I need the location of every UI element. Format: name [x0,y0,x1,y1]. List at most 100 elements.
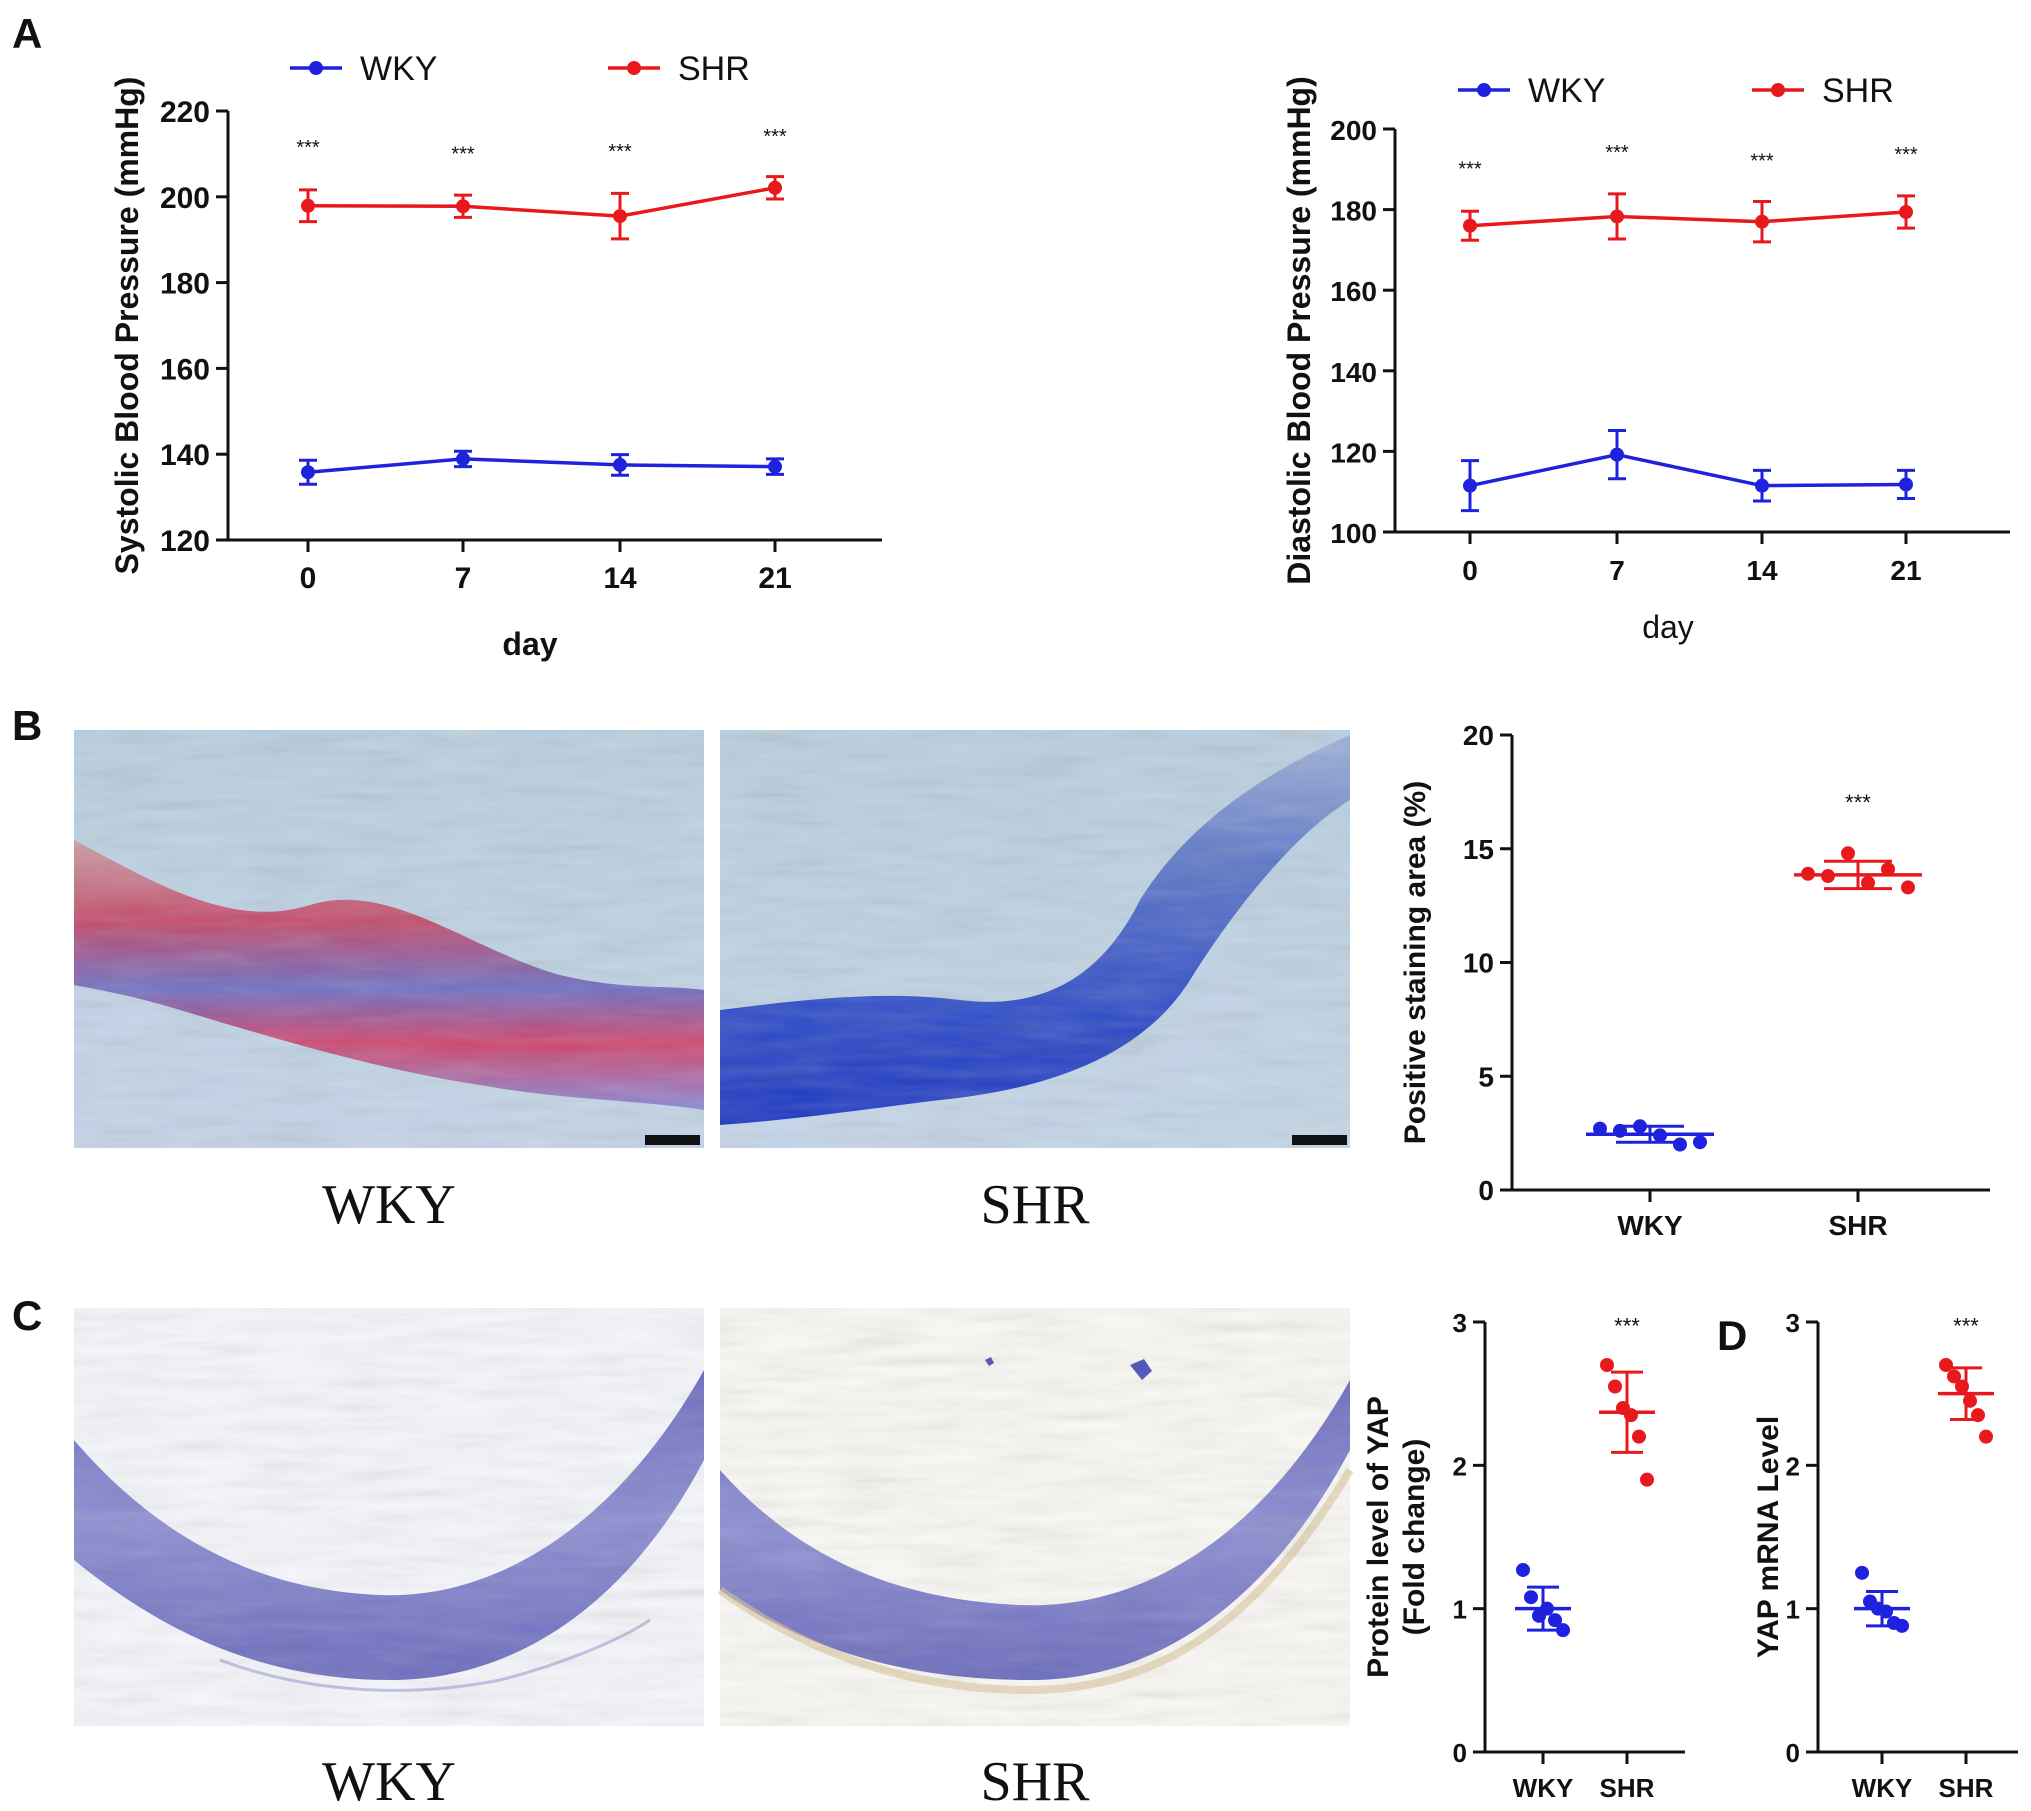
legend-label-wky: WKY [360,50,437,88]
x-tick-label: SHR [1939,1773,1994,1803]
y-tick-label: 3 [1453,1308,1467,1338]
data-point-wky [1653,1128,1667,1143]
data-point-wky [1593,1121,1607,1136]
y-tick-label: 220 [160,96,210,129]
data-point-wky [1610,447,1624,462]
x-tick-label: SHR [1600,1773,1655,1803]
y-tick-label: 180 [160,268,210,301]
data-point-wky [1548,1613,1562,1628]
legend-label-wky: WKY [1528,72,1605,110]
data-point-shr [1610,209,1624,224]
x-tick-label: WKY [1513,1773,1574,1803]
series-line-wky [1469,452,1907,488]
image-label-c-wky: WKY [322,1751,456,1811]
staining-area-chart: 0 5 10 15 20 WKY SHR Positive staining area (%)… [1399,720,1990,1241]
y-tick-label: 140 [1330,357,1377,388]
y-axis-label: Positive staining area (%) [1399,781,1432,1144]
data-point-wky [1693,1135,1707,1150]
data-point-shr [768,180,782,195]
significance-marker: *** [1605,142,1629,164]
x-axis-label: day [502,626,557,662]
image-label-b-shr: SHR [981,1174,1091,1236]
x-tick-label: SHR [1828,1210,1887,1241]
data-point-shr [1955,1379,1969,1394]
legend-marker-shr [1771,83,1785,97]
x-tick-label: 0 [300,562,317,595]
y-tick-label: 180 [1330,196,1377,227]
data-point-shr [1881,862,1895,877]
data-point-wky [768,459,782,474]
y-tick-label: 1 [1786,1595,1800,1625]
y-tick-label: 160 [1330,276,1377,307]
y-axis-label: Protein level of YAP [1362,1396,1395,1678]
y-tick-label: 0 [1786,1738,1800,1768]
image-label-c-shr: SHR [981,1751,1091,1811]
y-tick-label: 15 [1463,834,1494,865]
micrograph-b-wky [74,730,704,1148]
x-tick-label: 14 [603,562,637,595]
data-point-shr [1608,1379,1622,1394]
y-tick-label: 200 [1330,115,1377,146]
legend-marker-wky [1477,83,1491,97]
y-tick-label: 2 [1786,1451,1800,1481]
x-tick-label: 21 [1890,555,1921,586]
data-point-wky [456,451,470,466]
data-point-shr [1821,869,1835,884]
micrograph-c-wky [74,1308,704,1726]
data-point-shr [1624,1408,1638,1423]
data-point-shr [1755,214,1769,229]
data-point-shr [1463,218,1477,233]
y-tick-label: 0 [1478,1175,1494,1206]
significance-marker: *** [296,137,320,159]
micrograph-c-shr [717,1308,1354,1726]
data-point-shr [1861,875,1875,890]
significance-marker: *** [763,126,787,148]
significance-marker: *** [1845,790,1871,815]
panel-label-c: C [12,1292,42,1339]
legend-marker-shr [627,61,641,75]
data-point-shr [1801,866,1815,881]
y-tick-label: 100 [1330,518,1377,549]
y-axis-label: Diastolic Blood Pressure (mmHg) [1281,76,1317,585]
significance-marker: *** [451,143,475,165]
data-point-shr [1979,1429,1993,1444]
data-point-wky [1524,1590,1538,1605]
legend-marker-wky [309,61,323,75]
data-point-shr [1632,1429,1646,1444]
data-point-shr [1963,1393,1977,1408]
micrograph-b-shr [720,730,1350,1148]
x-tick-label: WKY [1852,1773,1913,1803]
significance-marker: *** [1614,1313,1640,1338]
data-point-shr [1640,1472,1654,1487]
data-point-wky [301,465,315,480]
legend-label-shr: SHR [1822,72,1894,110]
data-point-shr [1947,1369,1961,1384]
y-tick-label: 0 [1453,1738,1467,1768]
significance-marker: *** [1894,144,1918,166]
image-label-b-wky: WKY [322,1174,456,1236]
y-tick-label: 20 [1463,720,1494,751]
y-tick-label: 5 [1478,1061,1494,1092]
panel-label-d: D [1717,1312,1747,1359]
y-tick-label: 3 [1786,1308,1800,1338]
series-line-shr [307,186,776,218]
legend-label-shr: SHR [678,50,750,88]
data-point-wky [1463,478,1477,493]
y-tick-label: 1 [1453,1595,1467,1625]
data-point-shr [1901,880,1915,895]
y-tick-label: 200 [160,182,210,215]
data-point-shr [1600,1358,1614,1372]
y-tick-label: 140 [160,439,210,472]
significance-marker: *** [608,141,632,163]
data-point-wky [1556,1623,1570,1638]
x-tick-label: 21 [758,562,791,595]
y-tick-label: 160 [160,353,210,386]
y-tick-label: 120 [1330,437,1377,468]
systolic-bp-chart: 120 140 160 180 200 220 0 7 14 21 day Systolic Bloo… [109,50,882,662]
x-axis-label: day [1642,609,1694,645]
x-tick-label: 0 [1462,555,1478,586]
series-line-wky [307,457,776,474]
x-tick-label: 7 [455,562,472,595]
data-point-shr [1971,1408,1985,1423]
